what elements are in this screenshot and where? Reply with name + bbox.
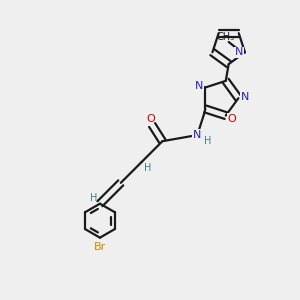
Text: CH₃: CH₃ [216,32,234,42]
Text: O: O [146,113,155,124]
Text: H: H [90,193,97,203]
Text: H: H [204,136,211,146]
Text: N: N [195,81,203,91]
Text: H: H [144,163,152,173]
Text: Br: Br [94,242,106,252]
Text: N: N [235,47,243,57]
Text: O: O [228,113,237,124]
Text: N: N [241,92,249,102]
Text: N: N [193,130,201,140]
